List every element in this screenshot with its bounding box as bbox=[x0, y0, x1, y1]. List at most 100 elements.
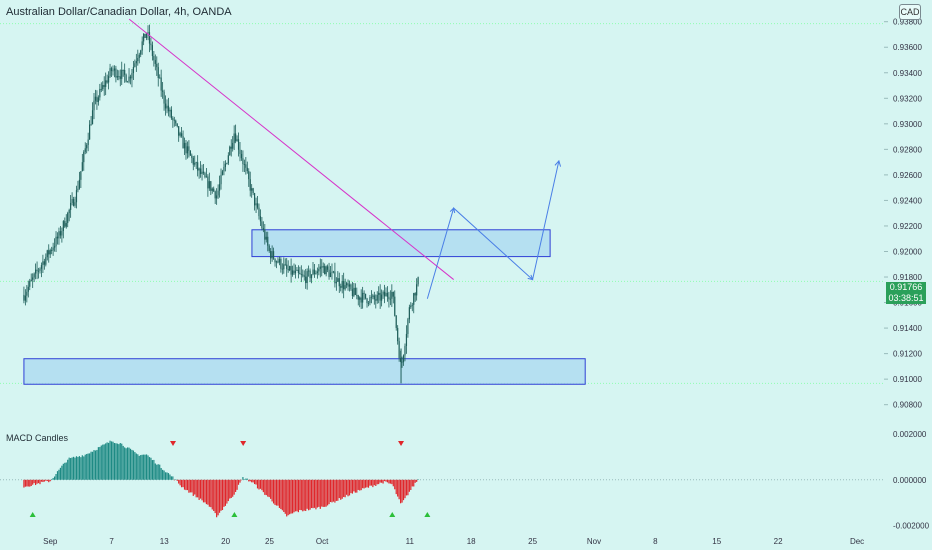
macd-bar bbox=[254, 479, 256, 485]
projection-arrowhead bbox=[554, 159, 562, 167]
candle-body bbox=[255, 203, 257, 206]
y-tick-label: 0.91400 bbox=[893, 324, 922, 333]
candle-body bbox=[163, 91, 165, 104]
macd-bar bbox=[287, 479, 289, 516]
macd-bar bbox=[395, 479, 397, 495]
candle-body bbox=[386, 292, 389, 297]
macd-y-tick-label: 0.002000 bbox=[893, 430, 927, 439]
macd-bar bbox=[119, 443, 121, 480]
macd-bar bbox=[181, 479, 183, 488]
macd-bar bbox=[192, 479, 194, 496]
macd-bar bbox=[340, 479, 342, 500]
macd-bar bbox=[141, 454, 143, 480]
macd-bar bbox=[325, 479, 327, 507]
candle-body bbox=[221, 171, 224, 175]
x-tick-label: Sep bbox=[43, 537, 58, 546]
macd-indicator-label[interactable]: MACD Candles bbox=[6, 433, 69, 443]
macd-bar bbox=[239, 479, 241, 483]
candle-body bbox=[318, 268, 320, 272]
candle-body bbox=[227, 155, 229, 164]
candle-body bbox=[341, 281, 343, 288]
macd-bar bbox=[255, 479, 257, 485]
macd-bar bbox=[217, 479, 219, 516]
macd-bar bbox=[61, 465, 63, 480]
y-tick-label: 0.92000 bbox=[893, 247, 922, 256]
candle-body bbox=[362, 292, 364, 303]
macd-bar bbox=[313, 479, 316, 508]
x-tick-label: 15 bbox=[712, 537, 721, 546]
candle-body bbox=[72, 199, 75, 206]
candle-body bbox=[68, 209, 70, 214]
macd-bar bbox=[26, 479, 28, 487]
candle-body bbox=[96, 96, 98, 102]
macd-bar bbox=[385, 479, 387, 482]
macd-bar bbox=[289, 479, 291, 515]
y-tick-label: 0.93600 bbox=[893, 43, 922, 52]
candle-body bbox=[124, 69, 126, 75]
macd-bar bbox=[100, 445, 102, 480]
macd-bar bbox=[72, 456, 75, 480]
candle-body bbox=[106, 80, 108, 83]
candle-body bbox=[411, 304, 413, 306]
macd-bar bbox=[268, 479, 270, 498]
macd-bar bbox=[140, 455, 142, 480]
macd-bar bbox=[194, 479, 196, 495]
macd-bar bbox=[240, 479, 243, 481]
currency-badge[interactable]: CAD bbox=[899, 4, 921, 20]
candle-body bbox=[182, 136, 184, 149]
candle-body bbox=[303, 275, 305, 277]
candle-body bbox=[125, 74, 127, 82]
candle-body bbox=[58, 231, 60, 239]
macd-bar bbox=[321, 479, 323, 507]
macd-bar bbox=[280, 479, 282, 510]
candle-body bbox=[87, 139, 89, 145]
candle-body bbox=[169, 109, 171, 112]
macd-bar bbox=[205, 479, 208, 505]
macd-bar bbox=[43, 479, 45, 482]
candle-body bbox=[197, 162, 199, 171]
macd-bar bbox=[223, 479, 225, 507]
macd-bar bbox=[281, 479, 283, 511]
candle-body bbox=[261, 221, 263, 229]
candle-body bbox=[259, 216, 262, 222]
candle-body bbox=[268, 245, 270, 251]
candle-body bbox=[274, 258, 276, 263]
macd-bar bbox=[185, 479, 187, 491]
macd-bar bbox=[348, 479, 351, 496]
macd-bar bbox=[129, 448, 132, 480]
candle-body bbox=[357, 295, 359, 300]
candle-body bbox=[42, 261, 44, 266]
candle-body bbox=[205, 176, 208, 178]
candle-body bbox=[309, 270, 311, 279]
macd-bar bbox=[113, 443, 116, 480]
candle-body bbox=[179, 133, 181, 136]
macd-bar bbox=[45, 479, 47, 481]
candle-body bbox=[363, 292, 365, 294]
buy-signal-marker bbox=[29, 512, 36, 517]
candle-body bbox=[167, 105, 170, 112]
candle-body bbox=[343, 281, 345, 290]
macd-bar bbox=[267, 479, 269, 497]
candle-body bbox=[359, 297, 361, 300]
candle-body bbox=[191, 155, 193, 158]
macd-bar bbox=[183, 479, 186, 490]
macd-bar bbox=[29, 479, 31, 487]
candle-body bbox=[262, 228, 264, 230]
macd-bar bbox=[261, 479, 263, 491]
candle-body bbox=[24, 295, 26, 301]
macd-bar bbox=[157, 464, 159, 480]
macd-bar bbox=[284, 479, 286, 514]
macd-bar bbox=[394, 479, 396, 490]
candle-body bbox=[272, 251, 275, 259]
macd-bar bbox=[356, 479, 358, 493]
macd-bar bbox=[135, 453, 137, 480]
macd-bar bbox=[328, 479, 330, 505]
macd-bar bbox=[148, 457, 151, 480]
candle-body bbox=[159, 77, 161, 79]
macd-bar bbox=[278, 479, 281, 508]
last-price-value: 0.91766 bbox=[889, 282, 923, 292]
candle-body bbox=[280, 258, 282, 269]
candle-body bbox=[392, 291, 394, 297]
macd-bar bbox=[227, 479, 229, 502]
